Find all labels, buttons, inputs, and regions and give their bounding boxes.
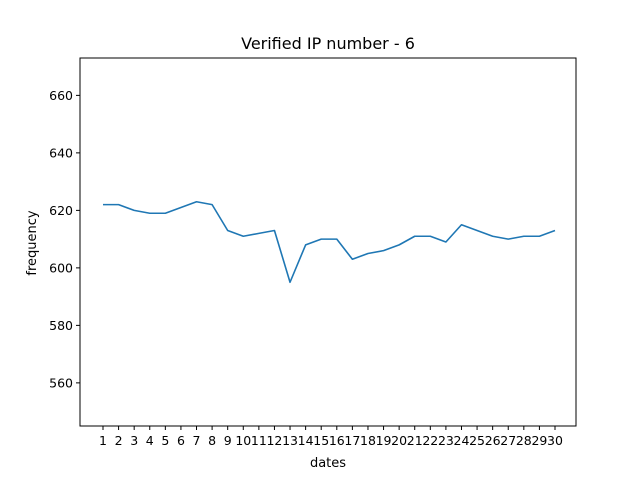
x-tick-label: 21 bbox=[407, 433, 423, 448]
x-tick-label: 12 bbox=[266, 433, 282, 448]
x-tick-label: 16 bbox=[329, 433, 345, 448]
x-tick-label: 25 bbox=[469, 433, 485, 448]
x-axis-label: dates bbox=[310, 456, 346, 471]
x-tick-label: 9 bbox=[224, 433, 232, 448]
x-tick-label: 28 bbox=[516, 433, 532, 448]
y-tick-label: 580 bbox=[49, 318, 73, 333]
x-tick-label: 8 bbox=[208, 433, 216, 448]
y-tick-label: 560 bbox=[49, 375, 73, 390]
x-tick-label: 15 bbox=[313, 433, 329, 448]
x-tick-label: 11 bbox=[251, 433, 267, 448]
y-axis-label: frequency bbox=[25, 210, 40, 276]
series-line bbox=[103, 200, 556, 284]
y-tick-label: 620 bbox=[49, 203, 73, 218]
y-tick-label: 600 bbox=[49, 260, 73, 275]
x-tick-label: 4 bbox=[146, 433, 154, 448]
x-tick-label: 14 bbox=[298, 433, 314, 448]
x-tick-label: 20 bbox=[391, 433, 407, 448]
plot-frame bbox=[79, 57, 577, 427]
x-tick-label: 7 bbox=[193, 433, 201, 448]
x-tick-label: 29 bbox=[531, 433, 547, 448]
x-tick-label: 22 bbox=[422, 433, 438, 448]
x-tick-label: 17 bbox=[344, 433, 360, 448]
x-tick-label: 23 bbox=[438, 433, 454, 448]
y-tick-label: 640 bbox=[49, 145, 73, 160]
x-tick-label: 5 bbox=[161, 433, 169, 448]
x-tick-label: 10 bbox=[235, 433, 251, 448]
x-tick-label: 6 bbox=[177, 433, 185, 448]
x-tick-label: 27 bbox=[500, 433, 516, 448]
x-tick-label: 1 bbox=[99, 433, 107, 448]
x-tick-label: 30 bbox=[547, 433, 563, 448]
chart-title: Verified IP number - 6 bbox=[241, 34, 415, 53]
x-tick-label: 18 bbox=[360, 433, 376, 448]
x-tick-label: 13 bbox=[282, 433, 298, 448]
y-tick-label: 660 bbox=[49, 88, 73, 103]
x-tick-label: 2 bbox=[115, 433, 123, 448]
x-tick-label: 3 bbox=[130, 433, 138, 448]
x-tick-label: 26 bbox=[485, 433, 501, 448]
x-tick-label: 24 bbox=[454, 433, 470, 448]
x-tick-label: 19 bbox=[376, 433, 392, 448]
